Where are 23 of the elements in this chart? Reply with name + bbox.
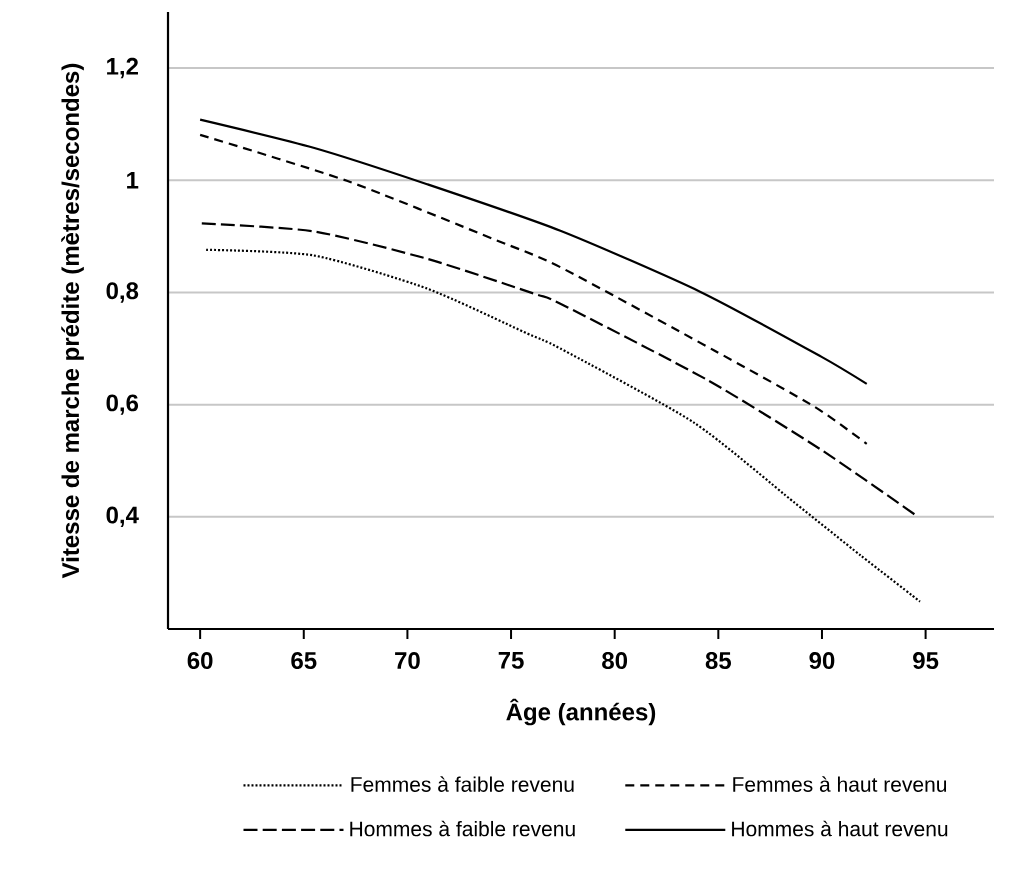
y-axis-title: Vitesse de marche prédite (mètres/secondes) (61, 63, 84, 579)
x-tick-label: 60 (187, 652, 213, 670)
x-tick-label: 75 (498, 652, 524, 669)
x-tick-label: 80 (602, 652, 628, 670)
line-series (200, 222, 916, 516)
y-tick-label: 1 (127, 172, 139, 189)
legend-label: Hommes à faible revenu (350, 820, 575, 837)
legend-label: Hommes à haut revenu (732, 820, 948, 837)
x-tick-label: 95 (913, 652, 939, 670)
legend-label: Femmes à faible revenu (351, 776, 574, 792)
x-tick-label: 70 (395, 652, 420, 670)
line-series (205, 248, 922, 603)
x-tick-label: 90 (809, 652, 835, 670)
x-tick-label: 85 (705, 652, 731, 670)
y-tick-label: 0,6 (106, 394, 139, 415)
y-tick-label: 1,2 (107, 57, 138, 79)
line-series (199, 118, 868, 385)
x-axis-title: Âge (années) (506, 698, 656, 726)
legend-label: Femmes à haut revenu (733, 776, 947, 792)
x-tick-label: 65 (291, 652, 317, 670)
line-series (199, 133, 868, 445)
y-tick-label: 0,4 (106, 506, 139, 528)
y-tick-label: 0,8 (106, 282, 139, 303)
